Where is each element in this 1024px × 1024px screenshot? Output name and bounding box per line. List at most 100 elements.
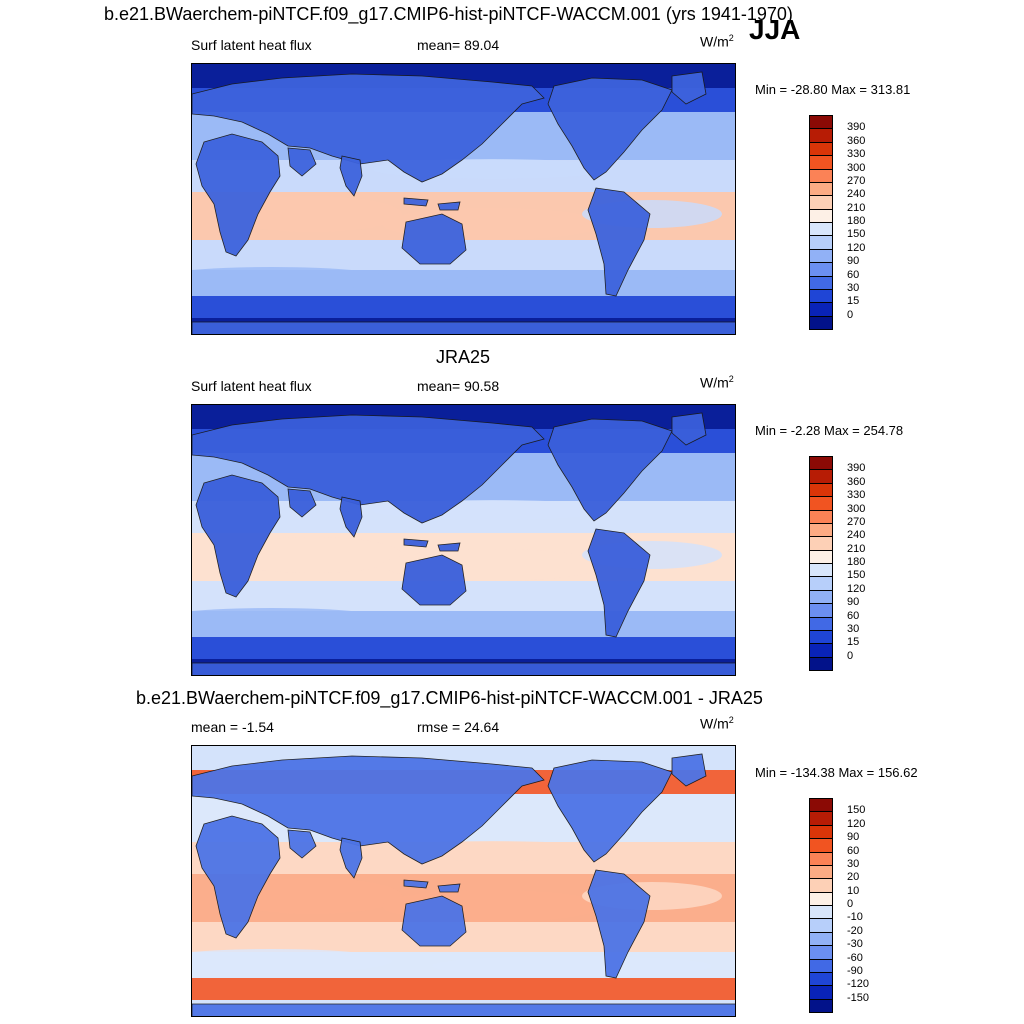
colorbar-level-label: 150 — [847, 804, 866, 817]
colorbar-level-label: 120 — [847, 817, 866, 830]
colorbar-level-label: 90 — [847, 255, 860, 268]
colorbar-swatch — [809, 851, 833, 866]
panel-diff-mean-label: mean = -1.54 — [191, 719, 274, 735]
colorbar-swatch — [809, 235, 833, 250]
colorbar-level-label: 180 — [847, 215, 866, 227]
colorbar-level-label: 390 — [847, 121, 866, 134]
panel-model-variable-label: Surf latent heat flux — [191, 37, 312, 53]
figure-title: b.e21.BWaerchem-piNTCF.f09_g17.CMIP6-his… — [104, 4, 793, 24]
colorbar-swatch — [809, 248, 833, 264]
colorbar-level-label: -20 — [847, 924, 863, 937]
colorbar-level-label: 330 — [847, 489, 866, 502]
colorbar-level-label: 270 — [847, 515, 866, 528]
colorbar-level-label: 20 — [847, 871, 860, 884]
colorbar-swatch — [809, 168, 833, 183]
panel-obs-minmax: Min = -2.28 Max = 254.78 — [755, 423, 904, 438]
colorbar-swatch — [809, 195, 833, 210]
colorbar-swatch — [809, 878, 833, 893]
unit-exponent: 2 — [728, 33, 734, 43]
colorbar-swatch — [809, 469, 833, 484]
colorbar-level-label: 10 — [847, 884, 860, 897]
colorbar-swatch — [809, 522, 833, 538]
colorbar-level-label: 360 — [847, 475, 866, 488]
unit-base: W/m — [700, 374, 729, 391]
colorbar-level-label: -90 — [847, 964, 863, 977]
colorbar-swatch — [809, 563, 833, 578]
colorbar-level-label: 180 — [847, 556, 866, 568]
panel-model-unit-label: W/m2 — [700, 33, 734, 50]
panel-diff-minmax: Min = -134.38 Max = 156.62 — [755, 765, 918, 780]
colorbar-swatch — [809, 222, 833, 237]
colorbar-swatch — [809, 905, 833, 920]
colorbar-swatch — [809, 536, 833, 551]
colorbar-level-label: -30 — [847, 938, 863, 951]
colorbar-level-label: 300 — [847, 161, 866, 174]
panel-diff-rmse-label: rmse = 24.64 — [417, 719, 500, 735]
colorbar-level-label: 240 — [847, 529, 866, 542]
panel-diff-unit-label: W/m2 — [700, 715, 734, 732]
colorbar-swatch — [809, 931, 833, 947]
colorbar-swatch — [809, 262, 833, 277]
colorbar-swatch — [809, 315, 833, 330]
colorbar-level-label: 30 — [847, 622, 860, 635]
unit-base: W/m — [700, 715, 729, 732]
colorbar-level-label: 60 — [847, 609, 860, 622]
colorbar-level-label: 30 — [847, 281, 860, 294]
panel-model-map — [191, 63, 736, 335]
colorbar-swatch — [809, 891, 833, 906]
colorbar-swatch — [809, 998, 833, 1013]
unit-exponent: 2 — [728, 715, 734, 725]
colorbar-level-label: 60 — [847, 844, 860, 857]
colorbar-swatch — [809, 643, 833, 658]
panel-obs-title: JRA25 — [436, 347, 491, 367]
colorbar-level-label: 120 — [847, 582, 866, 595]
colorbar-swatch — [809, 864, 833, 880]
colorbar-swatch — [809, 128, 833, 143]
colorbar-level-label: 15 — [847, 636, 860, 649]
panel-model-minmax: Min = -28.80 Max = 313.81 — [755, 82, 911, 97]
colorbar-swatch — [809, 549, 833, 564]
panel-model-colorbar: 390 360 330 300 270 240 210 180 150 120 90 60 30 15 0 — [809, 115, 889, 330]
colorbar-level-label: 60 — [847, 268, 860, 281]
colorbar-level-label: 150 — [847, 228, 866, 241]
colorbar-level-label: 210 — [847, 201, 866, 214]
colorbar-level-label: 90 — [847, 831, 860, 844]
colorbar-swatch — [809, 141, 833, 157]
colorbar-swatch — [809, 288, 833, 304]
colorbar-swatch — [809, 302, 833, 317]
colorbar-level-label: 330 — [847, 148, 866, 161]
colorbar-swatch — [809, 616, 833, 631]
colorbar-level-label: 390 — [847, 462, 866, 475]
unit-base: W/m — [700, 33, 729, 50]
colorbar-level-label: -60 — [847, 951, 863, 964]
colorbar-level-label: 90 — [847, 596, 860, 609]
colorbar-swatch — [809, 509, 833, 524]
colorbar-level-label: 15 — [847, 295, 860, 308]
colorbar-swatch — [809, 482, 833, 498]
colorbar-level-label: 0 — [847, 308, 854, 321]
colorbar-swatch — [809, 115, 833, 130]
panel-diff-colorbar: 150 120 90 60 30 20 10 0 -10 -20 -30 -60 -90 -120 -150 — [809, 798, 889, 1013]
colorbar-swatch — [809, 811, 833, 826]
colorbar-level-label: 360 — [847, 134, 866, 147]
colorbar-level-label: -10 — [847, 911, 863, 924]
colorbar-swatch — [809, 971, 833, 987]
colorbar-swatch — [809, 208, 833, 223]
colorbar-swatch — [809, 603, 833, 618]
panel-diff-title: b.e21.BWaerchem-piNTCF.f09_g17.CMIP6-his… — [136, 688, 763, 708]
colorbar-swatch — [809, 945, 833, 960]
colorbar-swatch — [809, 918, 833, 933]
colorbar-swatch — [809, 985, 833, 1000]
colorbar-level-label: 0 — [847, 649, 854, 662]
panel-diff-map — [191, 745, 736, 1017]
colorbar-swatch — [809, 456, 833, 471]
colorbar-level-label: 150 — [847, 569, 866, 582]
colorbar-swatch — [809, 576, 833, 591]
unit-exponent: 2 — [728, 374, 734, 384]
colorbar-swatch — [809, 275, 833, 290]
panel-model-mean-label: mean= 89.04 — [417, 37, 500, 53]
panel-obs-variable-label: Surf latent heat flux — [191, 378, 312, 394]
colorbar-swatch — [809, 496, 833, 511]
colorbar-level-label: 300 — [847, 502, 866, 515]
colorbar-level-label: 30 — [847, 857, 860, 870]
